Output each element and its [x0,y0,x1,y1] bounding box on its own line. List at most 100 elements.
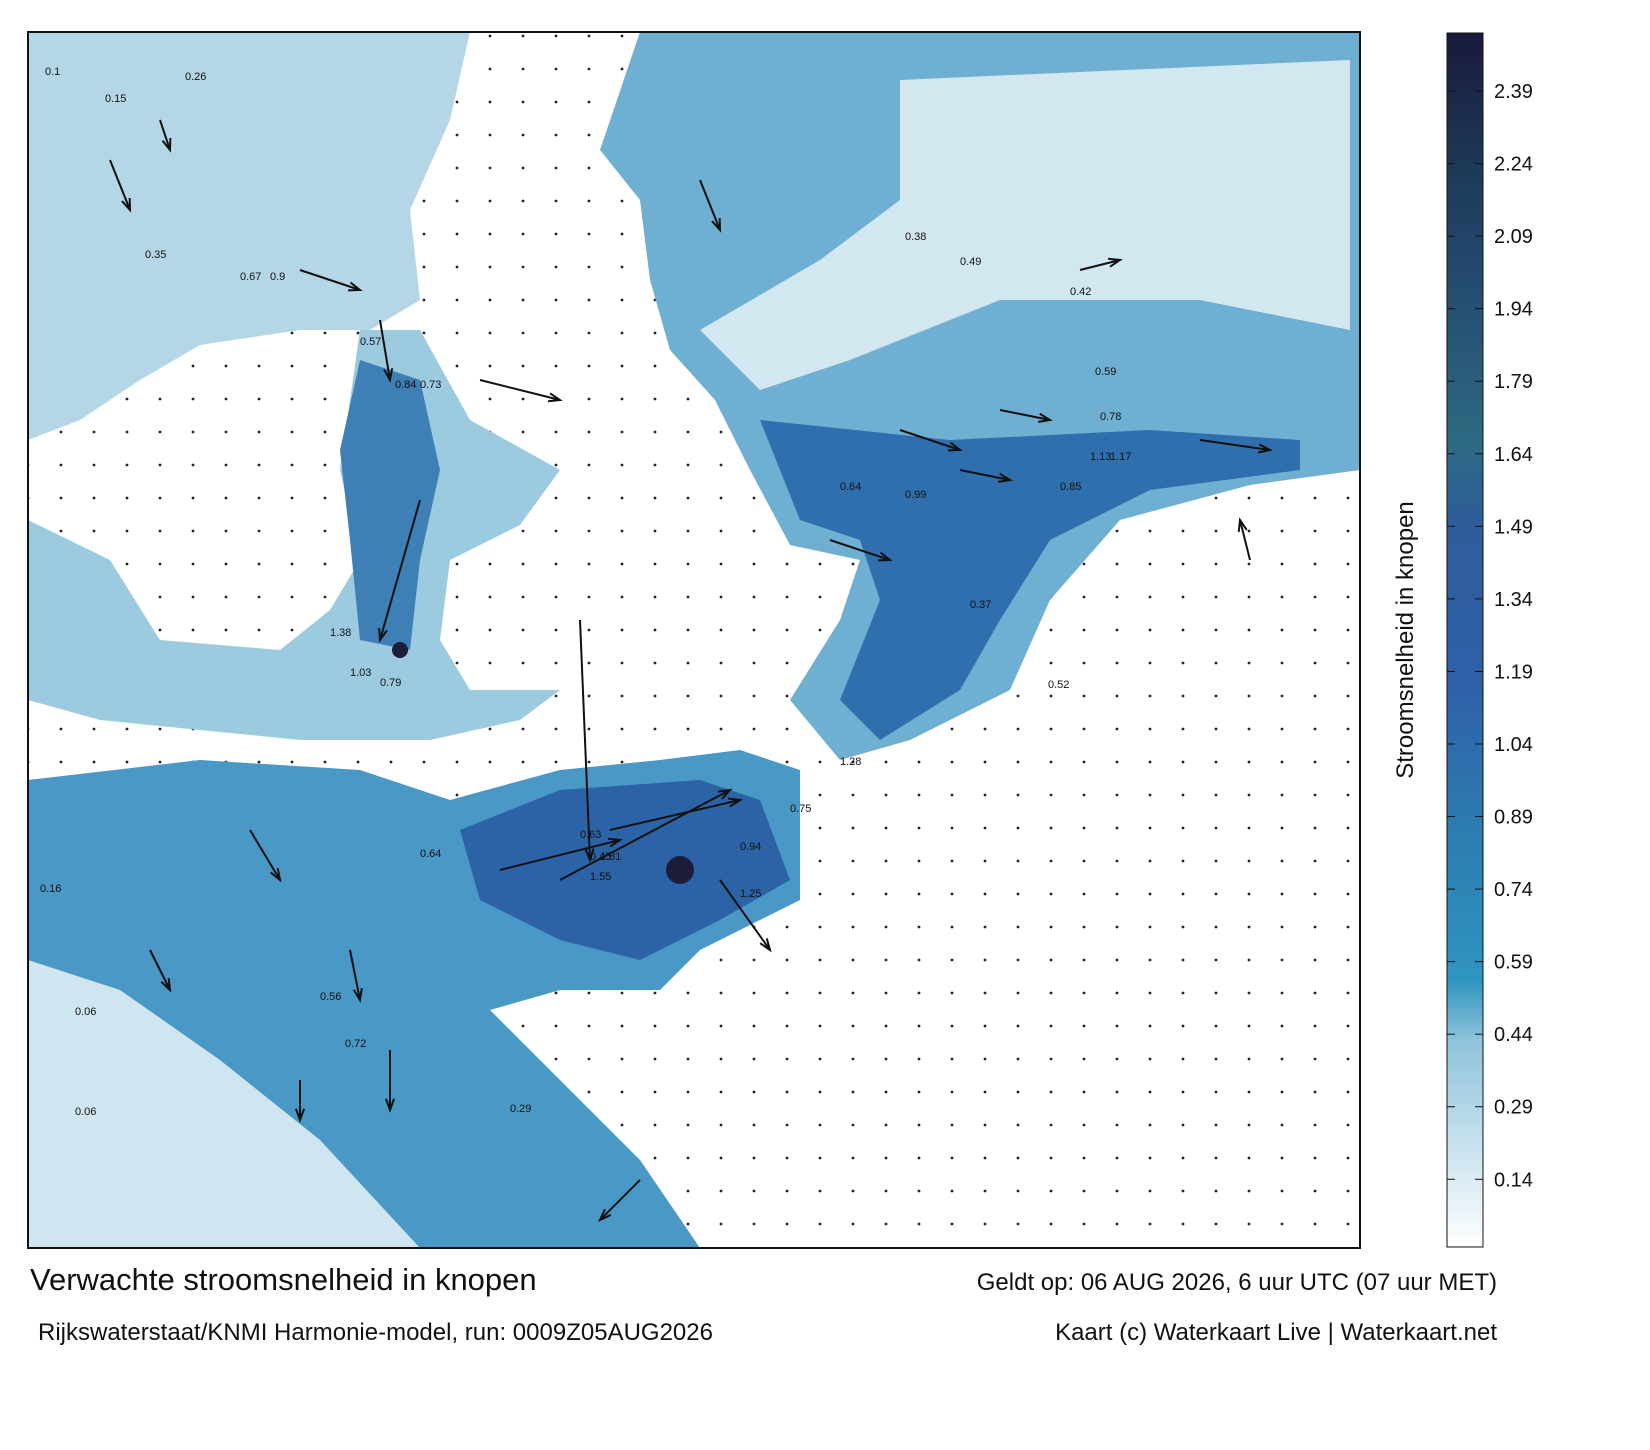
water [28,960,420,1248]
colorbar-tick-label: 1.64 [1494,444,1533,466]
speed-label: 0.15 [105,93,126,105]
current-arrow [559,789,731,881]
speed-label: 0.79 [380,677,401,689]
arrow-head [877,551,893,562]
colorbar-tick-label: 2.24 [1494,154,1533,176]
current-arrow [159,119,171,151]
speed-label: 0.16 [40,883,61,895]
speed-label: 0.56 [320,991,341,1003]
speed-label: 0.29 [510,1103,531,1115]
arrow-head [270,868,282,883]
speed-label: 0.37 [970,599,991,611]
speed-label: 0.49 [960,256,981,268]
speed-label: 0.73 [420,379,441,391]
speed-label: 1.17 [1110,451,1131,463]
arrow-head [711,217,722,233]
arrow-head [347,281,363,292]
colorbar-tick-label: 1.49 [1494,516,1533,538]
valid-time: Geldt op: 06 AUG 2026, 6 uur UTC (07 uur… [977,1269,1497,1296]
current-arrow [479,379,561,401]
speed-label: 1.81 [600,851,621,863]
speed-label: 0.63 [580,829,601,841]
speed-label: 0.52 [1048,679,1069,691]
water [460,780,790,960]
speed-label: 0.75 [790,803,811,815]
speed-label: 0.1 [45,66,60,78]
current-arrow [1239,519,1251,561]
arrow-head [1237,517,1248,533]
arrow-head [1258,443,1273,454]
current-arrow [599,1179,641,1221]
colorbar-tick-label: 0.29 [1494,1097,1533,1119]
speed-label: 0.78 [1100,411,1121,423]
speed-label: 0.45 [590,851,611,863]
speed-label: 1.55 [590,871,611,883]
colorbar-tick-label: 1.94 [1494,299,1533,321]
colorbar-tick-label: 0.74 [1494,879,1533,901]
current-arrow [149,949,171,991]
speed-label: 0.9 [270,271,285,283]
arrow-head [759,938,772,953]
arrows [109,119,1273,1223]
colorbar-tick-label: 2.09 [1494,226,1533,248]
arrow-head [997,472,1013,483]
colorbar-tick-label: 1.79 [1494,371,1533,393]
water-core [392,642,408,658]
current-arrow [959,469,1011,481]
current-arrow [1079,259,1121,271]
arrow-head [378,627,388,643]
speed-label: 1.25 [740,888,761,900]
model-info: Rijkswaterstaat/KNMI Harmonie-model, run… [38,1319,713,1346]
colorbar-tick-label: 0.89 [1494,807,1533,829]
speed-label: 0.94 [740,841,761,853]
speed-label: 0.67 [240,271,261,283]
speed-label: 0.84 [395,379,416,391]
title: Verwachte stroomsnelheid in knopen [30,1262,537,1297]
current-arrow [249,829,281,881]
water-core [666,856,694,884]
speed-label: 0.26 [185,71,206,83]
speed-label: 1.13 [1090,451,1111,463]
speed-label: 1.28 [840,756,861,768]
arrow-head [384,1098,396,1113]
colorbar-tick-label: 0.14 [1494,1169,1533,1191]
speed-label: 0.64 [840,481,861,493]
water [340,360,440,650]
colorbar-tick-label: 1.19 [1494,661,1533,683]
speed-label: 0.99 [905,489,926,501]
current-arrow [109,159,131,211]
map-frame [27,31,1361,1249]
speed-label: 1.03 [350,667,371,679]
arrow-head [584,848,595,863]
colorbar-tick-label: 2.39 [1494,81,1533,103]
speed-label: 0.06 [75,1006,96,1018]
colorbar-ticks: 0.14 0.29 0.44 0.59 0.74 0.89 1.04 1.19 1.34 1.49… [1447,81,1533,1191]
current-arrow [899,429,961,451]
speed-label: 0.85 [1060,481,1081,493]
current-arrow [349,949,361,1001]
current-arrow [609,799,741,831]
arrow-head [547,392,563,403]
current-arrow [999,409,1051,421]
speed-label: 0.35 [145,249,166,261]
current-arrow [699,179,721,231]
speed-label: 0.42 [1070,286,1091,298]
speed-label: 0.06 [75,1106,96,1118]
current-arrow [579,619,591,861]
water [28,32,470,440]
colorbar-tick-label: 1.04 [1494,734,1533,756]
current-arrow [379,499,421,641]
current-arrow [1199,439,1271,451]
arrow-head [597,1208,612,1223]
current-arrow [299,269,361,291]
colorbar-tick-label: 0.59 [1494,952,1533,974]
arrow-head [121,197,132,213]
speed-label: 1.38 [330,627,351,639]
arrow-head [160,977,172,993]
water [700,60,1350,390]
current-arrow [829,539,891,561]
credit: Kaart (c) Waterkaart Live | Waterkaart.n… [1055,1319,1497,1346]
colorbar [1446,32,1484,1248]
map: 0.1 0.15 0.26 0.35 0.67 0.9 0.57 0.84 0.73 1.38 1.… [28,32,1360,1248]
